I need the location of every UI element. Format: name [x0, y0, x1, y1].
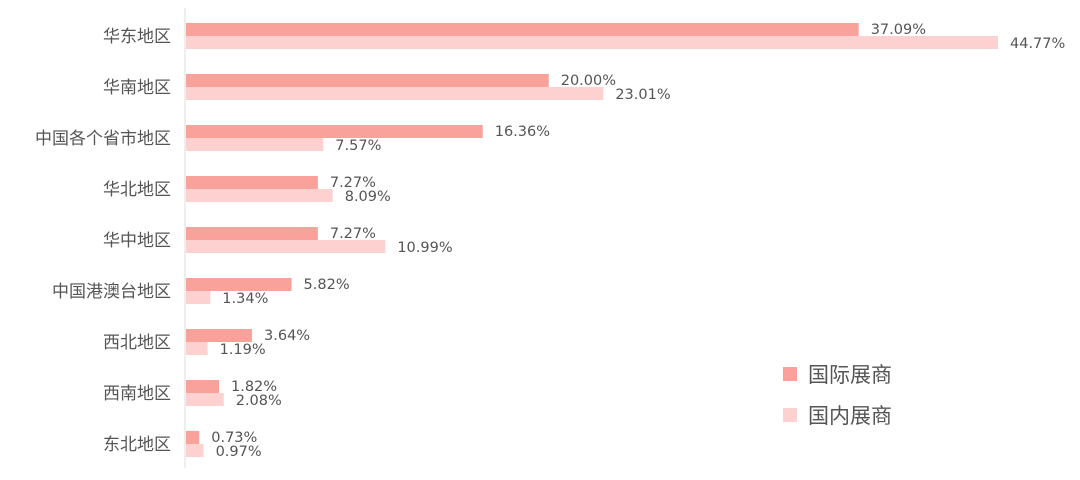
bar-domestic	[186, 291, 211, 304]
bar-domestic	[186, 342, 208, 355]
bar-international	[186, 278, 292, 291]
legend-swatch	[783, 408, 797, 422]
data-label: 1.34%	[222, 291, 268, 307]
data-label: 7.57%	[335, 138, 381, 154]
bar-domestic	[186, 393, 224, 406]
data-label: 7.27%	[330, 226, 376, 242]
data-label: 5.82%	[304, 277, 350, 293]
data-label: 16.36%	[495, 124, 550, 140]
bar-international	[186, 329, 253, 342]
bar-domestic	[186, 240, 386, 253]
data-label: 1.19%	[220, 342, 266, 358]
legend-label: 国内展商	[808, 404, 892, 428]
bar-domestic	[186, 36, 998, 49]
data-label: 20.00%	[561, 73, 616, 89]
bar-international	[186, 227, 318, 240]
data-label: 7.27%	[330, 175, 376, 191]
data-label: 0.73%	[211, 430, 257, 446]
data-label: 0.97%	[216, 444, 262, 460]
bar-domestic	[186, 189, 333, 202]
data-label: 10.99%	[397, 240, 452, 256]
category-label: 中国港澳台地区	[52, 282, 171, 302]
data-label: 2.08%	[236, 393, 282, 409]
category-label: 华东地区	[103, 27, 171, 47]
category-label: 东北地区	[103, 435, 171, 455]
data-label: 8.09%	[345, 189, 391, 205]
bar-international	[186, 176, 318, 189]
data-label: 44.77%	[1010, 36, 1065, 52]
bar-international	[186, 431, 200, 444]
data-label: 1.82%	[231, 379, 277, 395]
legend-swatch	[783, 367, 797, 381]
data-label: 3.64%	[264, 328, 310, 344]
category-label: 西南地区	[103, 384, 171, 404]
category-label: 华中地区	[103, 231, 171, 251]
bar-international	[186, 380, 220, 393]
bar-international	[186, 74, 549, 87]
bar-international	[186, 23, 859, 36]
bar-international	[186, 125, 483, 138]
category-label: 华南地区	[103, 78, 171, 98]
legend-label: 国际展商	[808, 363, 892, 387]
bar-domestic	[186, 87, 604, 100]
category-label: 西北地区	[103, 333, 171, 353]
data-label: 23.01%	[615, 87, 670, 103]
bar-domestic	[186, 138, 324, 151]
data-label: 37.09%	[871, 22, 926, 38]
category-label: 华北地区	[103, 180, 171, 200]
bar-domestic	[186, 444, 204, 457]
category-label: 中国各个省市地区	[35, 129, 171, 149]
